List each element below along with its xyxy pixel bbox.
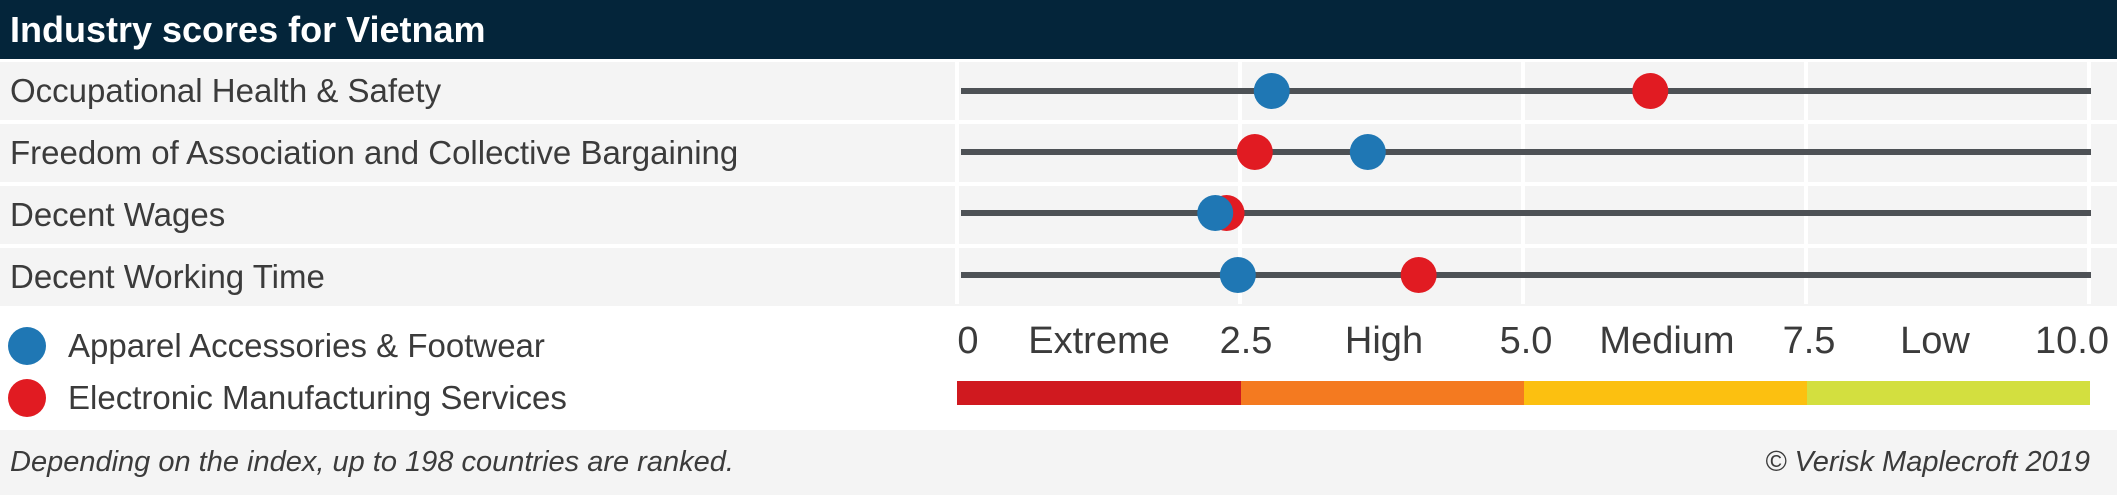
tick-label: 0 <box>957 320 979 362</box>
chart-header: Industry scores for Vietnam <box>0 0 2117 59</box>
data-point-electronics <box>1400 257 1437 293</box>
band-label: High <box>1344 320 1424 362</box>
legend-marker-apparel <box>8 327 46 365</box>
tick-label: 2.5 <box>1219 320 1273 362</box>
copyright-text: © Verisk Maplecroft 2019 <box>1765 446 2090 478</box>
legend-label: Electronic Manufacturing Services <box>68 379 567 416</box>
legend-item-electronics: Electronic Manufacturing Services <box>8 374 567 422</box>
data-point-electronics <box>1632 73 1669 109</box>
data-point-electronics <box>1236 134 1273 170</box>
category-label: Decent Working Time <box>10 258 325 295</box>
data-point-apparel <box>1197 195 1234 231</box>
legend-item-apparel: Apparel Accessories & Footwear <box>8 322 545 370</box>
band-bar-medium <box>1524 381 1807 405</box>
category-label: Freedom of Association and Collective Ba… <box>10 134 739 171</box>
footer-note: Depending on the index, up to 198 countr… <box>10 446 734 478</box>
grid-line <box>2087 59 2091 304</box>
grid-line <box>1804 59 1808 304</box>
footer: Depending on the index, up to 198 countr… <box>0 430 2117 495</box>
data-point-apparel <box>1219 257 1256 293</box>
band-label: Extreme <box>1028 320 1170 362</box>
data-point-apparel <box>1349 134 1386 170</box>
band-label: Low <box>1900 320 1970 362</box>
tick-label: 10.0 <box>2035 320 2109 362</box>
data-point-apparel <box>1253 73 1290 109</box>
chart-title: Industry scores for Vietnam <box>10 8 486 50</box>
tick-label: 7.5 <box>1782 320 1836 362</box>
category-label: Occupational Health & Safety <box>10 72 442 109</box>
legend-label: Apparel Accessories & Footwear <box>68 327 545 364</box>
tick-label: 5.0 <box>1499 320 1553 362</box>
grid-line <box>1521 59 1525 304</box>
grid-line <box>1238 59 1242 304</box>
category-label: Decent Wages <box>10 196 226 233</box>
band-bar-high <box>1241 381 1524 405</box>
legend-marker-electronics <box>8 379 46 417</box>
band-bar-extreme <box>957 381 1241 405</box>
band-label: Medium <box>1599 320 1735 362</box>
band-bar-low <box>1807 381 2090 405</box>
grid-line <box>955 59 959 304</box>
